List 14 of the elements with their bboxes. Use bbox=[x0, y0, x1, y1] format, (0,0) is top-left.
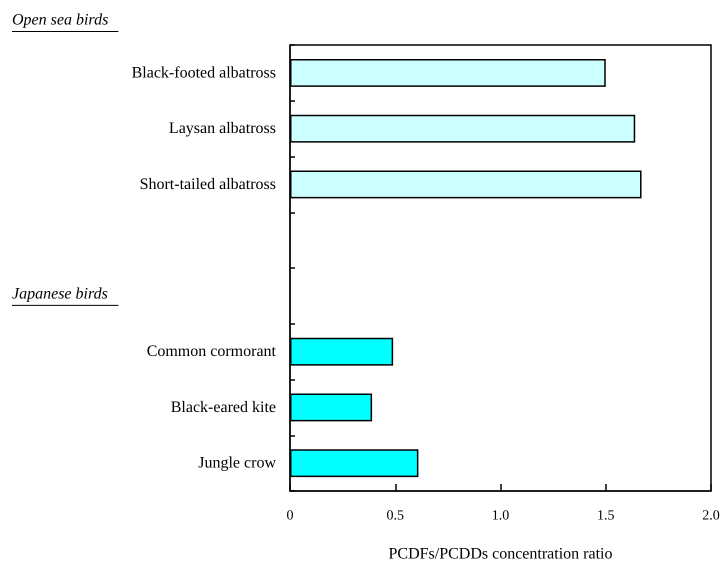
y-tick-label: Laysan albatross bbox=[168, 120, 276, 138]
y-tick-label: Short-tailed albatross bbox=[140, 176, 276, 193]
x-tick-label: 1.5 bbox=[597, 508, 614, 524]
x-tick-label: 0.5 bbox=[386, 508, 404, 524]
x-tick-label: 0 bbox=[286, 508, 294, 524]
text: Open sea birds bbox=[12, 12, 108, 28]
text: Japanese birds bbox=[12, 285, 108, 302]
y-tick-label: Common cormorant bbox=[146, 343, 277, 360]
y-tick-label: Jungle crow bbox=[198, 454, 276, 472]
y-tick-label: Black-eared kite bbox=[170, 398, 276, 416]
x-tick-label: 2.0 bbox=[702, 508, 720, 524]
x-axis-title: PCDFs/PCDDs concentration ratio bbox=[388, 546, 612, 562]
y-tick-label: Black-footed albatross bbox=[132, 64, 276, 82]
x-tick-label: 1.0 bbox=[492, 508, 510, 524]
